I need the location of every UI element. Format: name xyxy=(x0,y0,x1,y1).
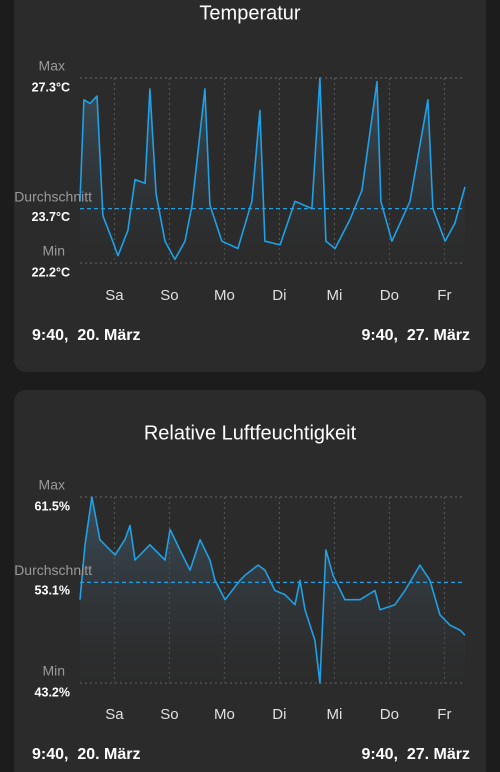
x-tick-label: So xyxy=(160,287,178,304)
chart: Temperatur Max 27.3°C Min 22.2°C Sa So Mo Di Mi Do… xyxy=(14,2,470,344)
y-tick-label: 22.2°C xyxy=(32,265,70,279)
y-tick-caption: Min xyxy=(42,663,65,679)
end-date: 9:40, 27. März xyxy=(362,327,471,344)
y-tick-label: 61.5% xyxy=(35,499,70,513)
card xyxy=(14,0,486,372)
x-tick-label: Fr xyxy=(437,287,451,304)
x-tick-label: Mo xyxy=(214,287,235,304)
x-tick-label: Do xyxy=(380,706,399,723)
chart: Relative Luftfeuchtigkeit Max 61.5% Min 43.2… xyxy=(14,422,470,763)
x-tick-label: Mo xyxy=(214,706,235,723)
x-tick-label: Di xyxy=(272,706,286,723)
x-tick-label: Di xyxy=(272,287,286,304)
average-caption: Durchschnitt xyxy=(14,188,92,204)
x-tick-label: Mi xyxy=(326,287,342,304)
y-tick-label: 43.2% xyxy=(35,685,70,699)
x-tick-label: Do xyxy=(380,287,399,304)
x-tick-label: So xyxy=(160,706,178,723)
average-label: 23.7°C xyxy=(32,210,70,224)
x-tick-label: Sa xyxy=(105,287,124,304)
average-caption: Durchschnitt xyxy=(14,562,92,578)
y-tick-label: 27.3°C xyxy=(32,80,70,94)
start-date: 9:40, 20. März xyxy=(32,746,141,763)
x-tick-label: Mi xyxy=(326,706,342,723)
line xyxy=(79,496,466,684)
end-date: 9:40, 27. März xyxy=(362,746,471,763)
x-tick-label: Sa xyxy=(105,706,124,723)
x-tick-label: Fr xyxy=(437,706,451,723)
average-label: 53.1% xyxy=(35,584,70,598)
start-date: 9:40, 20. März xyxy=(32,327,141,344)
y-tick-caption: Max xyxy=(39,58,65,74)
y-tick-caption: Min xyxy=(42,243,65,259)
chart-title: Temperatur xyxy=(199,2,300,24)
line xyxy=(79,77,466,261)
area xyxy=(80,78,465,263)
chart-title: Relative Luftfeuchtigkeit xyxy=(144,422,357,444)
y-tick-caption: Max xyxy=(39,477,65,493)
